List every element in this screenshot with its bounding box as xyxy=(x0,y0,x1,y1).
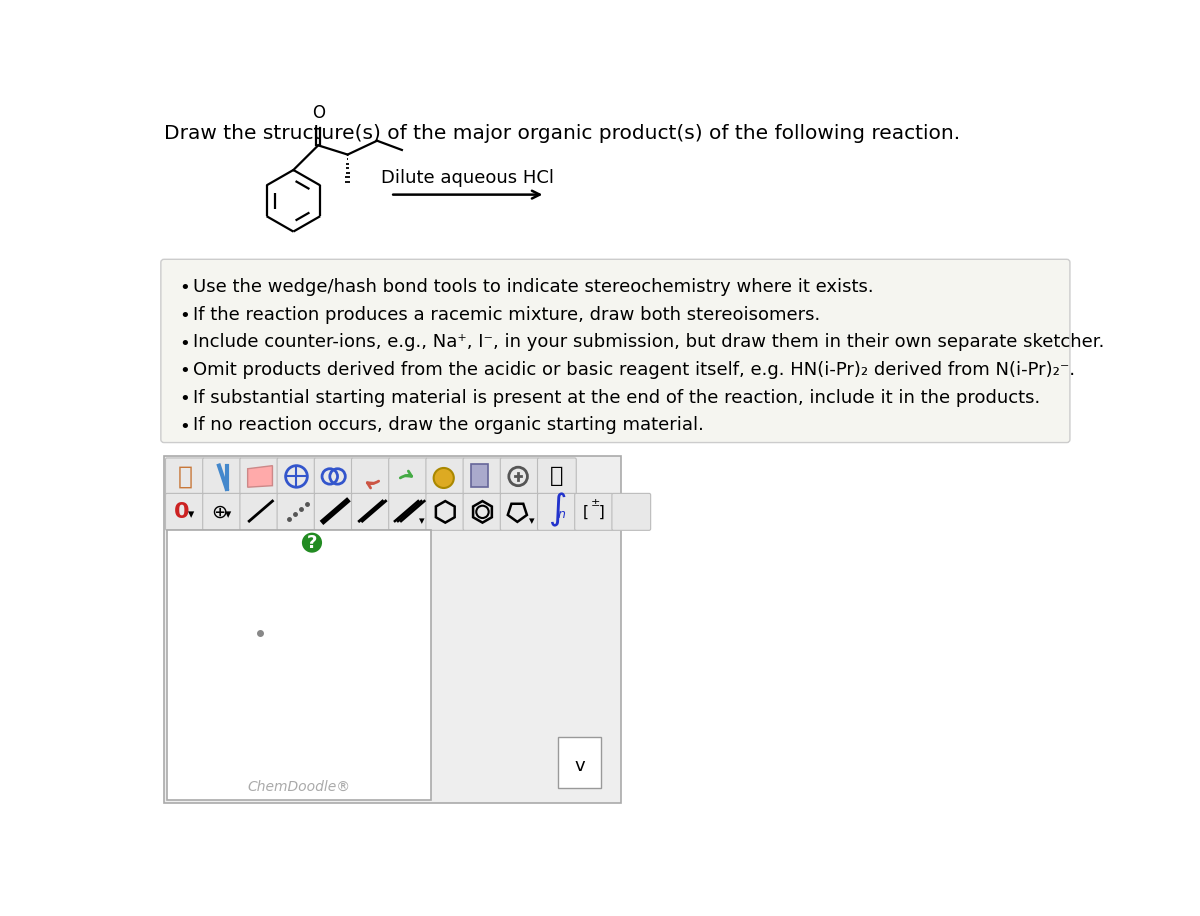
Text: •: • xyxy=(180,390,190,409)
Text: $\int$: $\int$ xyxy=(547,491,566,529)
Circle shape xyxy=(433,468,454,488)
Text: Dilute aqueous HCl: Dilute aqueous HCl xyxy=(382,169,554,187)
Text: ▾: ▾ xyxy=(529,516,534,526)
Text: •: • xyxy=(180,418,190,436)
Bar xyxy=(470,464,488,487)
FancyBboxPatch shape xyxy=(161,259,1070,442)
FancyBboxPatch shape xyxy=(575,494,613,530)
FancyBboxPatch shape xyxy=(389,494,427,530)
Text: ✋: ✋ xyxy=(178,464,192,488)
FancyBboxPatch shape xyxy=(538,458,576,495)
FancyBboxPatch shape xyxy=(463,458,502,495)
Bar xyxy=(167,530,431,800)
Text: If the reaction produces a racemic mixture, draw both stereoisomers.: If the reaction produces a racemic mixtu… xyxy=(193,306,821,323)
Text: •: • xyxy=(180,307,190,325)
FancyBboxPatch shape xyxy=(538,494,576,530)
Text: Omit products derived from the acidic or basic reagent itself, e.g. HN(i-Pr)₂ de: Omit products derived from the acidic or… xyxy=(193,361,1075,379)
FancyBboxPatch shape xyxy=(164,456,622,803)
FancyBboxPatch shape xyxy=(166,494,204,530)
FancyBboxPatch shape xyxy=(500,494,539,530)
Text: ±: ± xyxy=(590,498,600,508)
FancyBboxPatch shape xyxy=(314,458,353,495)
Text: v: v xyxy=(575,757,586,775)
Text: ChemDoodle®: ChemDoodle® xyxy=(247,780,350,793)
Polygon shape xyxy=(247,465,272,487)
FancyBboxPatch shape xyxy=(612,494,650,530)
FancyBboxPatch shape xyxy=(463,494,502,530)
FancyBboxPatch shape xyxy=(277,458,316,495)
Text: O: O xyxy=(312,104,325,122)
Text: •: • xyxy=(180,363,190,380)
Text: ▾: ▾ xyxy=(226,507,232,520)
Text: 0: 0 xyxy=(174,502,190,522)
FancyBboxPatch shape xyxy=(166,458,204,495)
FancyBboxPatch shape xyxy=(203,458,241,495)
FancyBboxPatch shape xyxy=(240,494,278,530)
Text: •: • xyxy=(180,334,190,353)
Text: ⊕: ⊕ xyxy=(211,502,227,521)
Text: Draw the structure(s) of the major organic product(s) of the following reaction.: Draw the structure(s) of the major organ… xyxy=(164,124,960,143)
FancyBboxPatch shape xyxy=(240,458,278,495)
FancyBboxPatch shape xyxy=(277,494,316,530)
Text: •: • xyxy=(180,279,190,298)
FancyBboxPatch shape xyxy=(500,458,539,495)
Text: If substantial starting material is present at the end of the reaction, include : If substantial starting material is pres… xyxy=(193,388,1040,407)
FancyBboxPatch shape xyxy=(426,494,464,530)
FancyBboxPatch shape xyxy=(352,494,390,530)
Text: Include counter-ions, e.g., Na⁺, I⁻, in your submission, but draw them in their : Include counter-ions, e.g., Na⁺, I⁻, in … xyxy=(193,333,1105,351)
Text: ▾: ▾ xyxy=(188,507,194,520)
Text: [  ]: [ ] xyxy=(583,505,605,519)
Text: ?: ? xyxy=(307,534,317,551)
FancyBboxPatch shape xyxy=(389,458,427,495)
Text: 🎨: 🎨 xyxy=(550,466,564,486)
FancyBboxPatch shape xyxy=(314,494,353,530)
Bar xyxy=(558,737,601,788)
FancyBboxPatch shape xyxy=(352,458,390,495)
FancyBboxPatch shape xyxy=(426,458,464,495)
Text: ▾: ▾ xyxy=(419,516,425,526)
Circle shape xyxy=(302,532,322,552)
Text: n: n xyxy=(558,508,565,521)
Text: Use the wedge/hash bond tools to indicate stereochemistry where it exists.: Use the wedge/hash bond tools to indicat… xyxy=(193,278,874,296)
FancyBboxPatch shape xyxy=(203,494,241,530)
Text: If no reaction occurs, draw the organic starting material.: If no reaction occurs, draw the organic … xyxy=(193,417,704,434)
